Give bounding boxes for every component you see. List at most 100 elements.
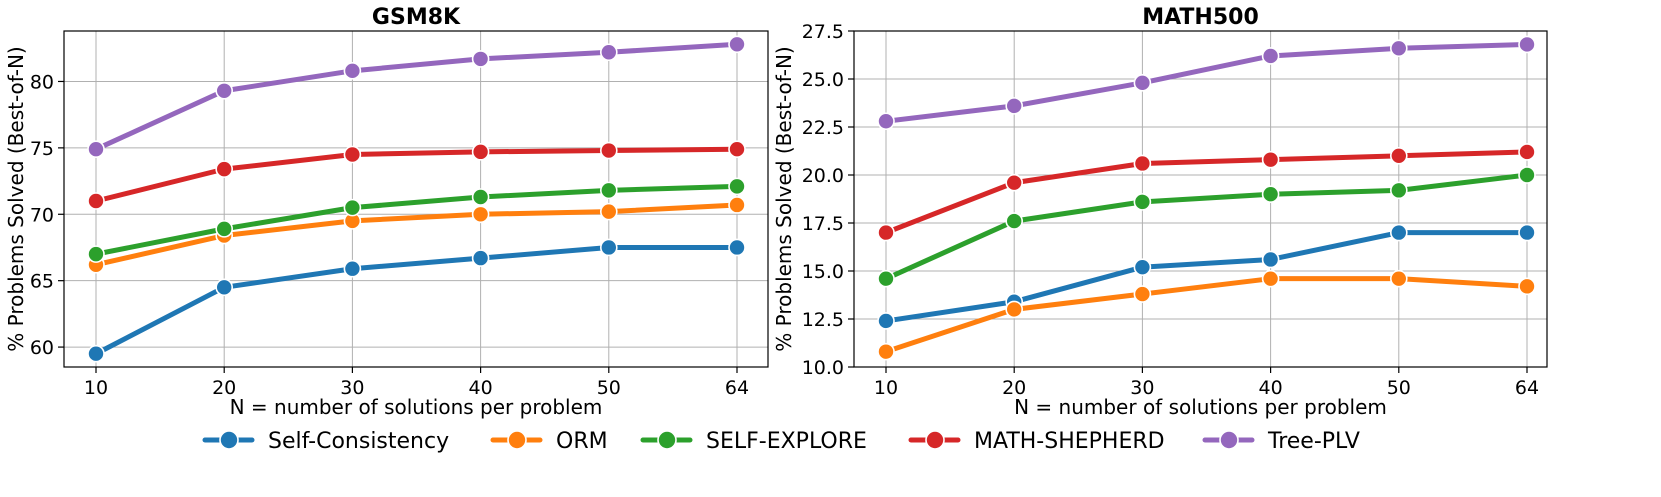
data-point xyxy=(1261,185,1280,203)
data-point xyxy=(1518,143,1536,161)
y-tick-label: 22.5 xyxy=(802,117,844,139)
y-tick-label: 25.0 xyxy=(802,69,844,91)
plot-frame xyxy=(853,30,1548,368)
data-point xyxy=(728,196,746,214)
x-tick-label: 40 xyxy=(1259,377,1283,399)
data-point xyxy=(1005,173,1024,192)
data-point xyxy=(87,245,105,263)
series-line xyxy=(883,172,1530,282)
y-tick-label: 80 xyxy=(30,71,54,93)
data-point xyxy=(1005,212,1024,230)
data-point xyxy=(877,269,895,288)
data-point xyxy=(1518,35,1536,54)
data-point xyxy=(599,238,618,257)
legend-marker xyxy=(507,430,527,450)
x-tick-label: 40 xyxy=(469,377,493,399)
series-line xyxy=(93,146,740,204)
y-tick-label: 20.0 xyxy=(802,165,844,187)
y-tick-label: 70 xyxy=(30,204,54,226)
legend-label: MATH-SHEPHERD xyxy=(974,429,1165,454)
y-axis-label: % Problems Solved (Best-of-N) xyxy=(4,46,28,351)
data-point xyxy=(1261,150,1280,169)
data-point xyxy=(728,177,746,196)
data-point xyxy=(1518,277,1536,296)
series-line xyxy=(93,202,740,268)
data-point xyxy=(1390,223,1408,242)
x-tick-label: 10 xyxy=(84,377,108,399)
data-point xyxy=(215,220,233,238)
data-point xyxy=(599,181,618,200)
data-point xyxy=(728,238,746,257)
x-tick-label: 30 xyxy=(1130,377,1154,399)
legend-marker xyxy=(657,430,677,450)
x-tick-label: 20 xyxy=(212,377,236,399)
legend-label: Tree-PLV xyxy=(1267,429,1360,454)
legend-marker xyxy=(219,430,239,450)
y-tick-label: 10.0 xyxy=(802,357,844,379)
y-tick-label: 65 xyxy=(30,271,54,293)
legend-label: SELF-EXPLORE xyxy=(706,429,867,454)
y-tick-label: 75 xyxy=(30,138,54,160)
data-point xyxy=(215,160,233,178)
data-point xyxy=(1261,47,1280,65)
data-point xyxy=(877,223,895,242)
data-point xyxy=(877,342,895,361)
data-point xyxy=(599,202,618,221)
series-line xyxy=(93,183,740,257)
data-point xyxy=(1390,147,1408,165)
data-point xyxy=(728,35,746,54)
x-axis-label: N = number of solutions per problem xyxy=(230,395,603,419)
series-line xyxy=(883,41,1530,124)
math500-panel: 10 20 30 40 50 64 10.0 12.5 15.0 17.5 20.0 22.5 25.0… xyxy=(772,5,1548,419)
legend-label: ORM xyxy=(556,429,608,454)
data-point xyxy=(1518,166,1536,184)
data-point xyxy=(87,140,105,158)
legend-marker xyxy=(1219,430,1239,450)
data-point xyxy=(87,344,105,363)
series-line xyxy=(883,230,1530,324)
x-tick-label: 64 xyxy=(725,377,749,399)
data-point xyxy=(728,140,746,158)
data-point xyxy=(1133,193,1152,211)
series-line xyxy=(93,244,740,357)
x-tick-label: 20 xyxy=(1002,377,1026,399)
legend: Self-Consistency ORM SELF-EXPLORE MATH-SHEP… xyxy=(202,429,1360,454)
data-point xyxy=(1261,269,1280,288)
data-point xyxy=(1518,223,1536,242)
y-tick-label: 12.5 xyxy=(802,309,844,331)
plot-frame xyxy=(63,30,769,368)
data-point xyxy=(471,50,490,68)
data-point xyxy=(343,198,362,217)
y-tick-label: 17.5 xyxy=(802,213,844,235)
gsm8k-panel: 10 20 30 40 50 64 60 65 70 75 80 GSM8K N = number of… xyxy=(4,5,769,419)
series-line xyxy=(883,149,1530,236)
data-point xyxy=(877,112,895,131)
data-point xyxy=(1133,285,1152,303)
data-point xyxy=(1390,181,1408,200)
chart-title: MATH500 xyxy=(1142,5,1259,30)
series-line xyxy=(93,41,740,152)
legend-marker xyxy=(925,430,945,450)
data-point xyxy=(343,62,362,80)
y-tick-label: 60 xyxy=(30,337,54,359)
data-point xyxy=(1261,250,1280,269)
data-point xyxy=(471,205,490,224)
data-point xyxy=(471,188,490,206)
data-point xyxy=(1133,154,1152,173)
data-point xyxy=(343,259,362,278)
series-line xyxy=(883,276,1530,355)
data-point xyxy=(1133,74,1152,92)
chart-title: GSM8K xyxy=(372,5,461,30)
data-point xyxy=(599,43,618,62)
data-point xyxy=(1390,39,1408,58)
data-point xyxy=(87,192,105,210)
data-point xyxy=(471,143,490,161)
legend-label: Self-Consistency xyxy=(268,429,449,454)
data-point xyxy=(1133,258,1152,276)
data-point xyxy=(1390,269,1408,288)
x-axis-label: N = number of solutions per problem xyxy=(1014,395,1387,419)
y-axis-label: % Problems Solved (Best-of-N) xyxy=(772,46,796,351)
data-point xyxy=(1005,300,1024,319)
y-tick-label: 15.0 xyxy=(802,261,844,283)
